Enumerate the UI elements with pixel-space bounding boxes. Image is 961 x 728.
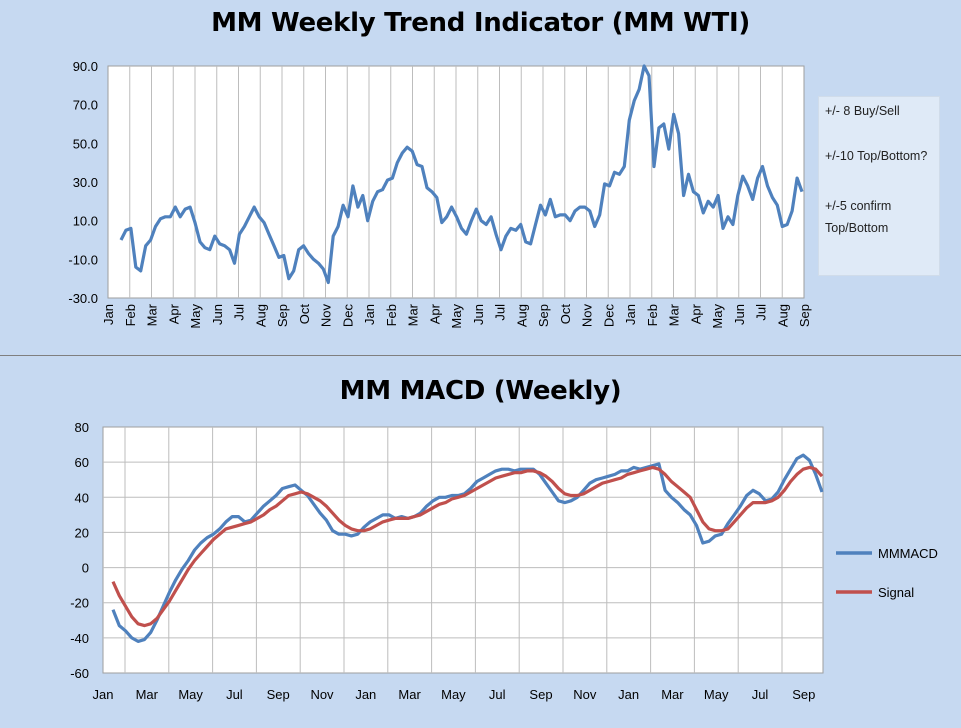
macd-y-tick-label: 20 [75,525,89,540]
legend-label-mmmacd: MMMACD [878,546,938,561]
macd-x-tick-label: Jul [226,687,243,702]
macd-y-tick-label: 0 [82,561,89,576]
wti-x-tick-label: Apr [427,303,442,324]
macd-x-tick-label: Sep [529,687,552,702]
wti-x-tick-label: Jul [754,304,769,321]
wti-x-tick-label: Dec [340,304,355,328]
wti-x-tick-label: Aug [775,304,790,327]
macd-y-tick-label: -60 [70,666,89,681]
macd-x-tick-label: May [441,687,466,702]
wti-y-tick-label: -30.0 [68,291,98,306]
macd-y-tick-label: 60 [75,455,89,470]
macd-x-tick-label: Mar [398,687,421,702]
wti-x-tick-label: Apr [166,303,181,324]
wti-x-tick-label: Aug [514,304,529,327]
macd-panel: MM MACD (Weekly) 80 60 40 20 0 -20 -40 -60 Jan Ma… [0,356,961,728]
wti-y-tick-label: 10.0 [73,214,98,229]
wti-series-line [119,64,804,285]
wti-x-tick-label: Feb [123,304,138,326]
macd-x-tick-label: Mar [661,687,684,702]
wti-x-tick-label: Oct [558,304,573,325]
macd-y-tick-label: -20 [70,596,89,611]
wti-x-tick-label: Mar [667,303,682,326]
macd-y-tick-label: 40 [75,490,89,505]
wti-x-tick-label: Nov [580,304,595,328]
macd-y-tick-label: 80 [75,420,89,435]
macd-x-tick-label: Sep [792,687,815,702]
macd-x-tick-label: May [704,687,729,702]
macd-x-tick-label: Sep [267,687,290,702]
macd-x-tick-label: Jan [618,687,639,702]
wti-x-tick-label: Dec [601,304,616,328]
macd-x-tick-label: Jan [93,687,114,702]
wti-panel: MM Weekly Trend Indicator (MM WTI) Jan Fe… [0,0,961,356]
macd-series-line-mmmacd [111,453,824,643]
wti-x-tick-label: Sep [536,304,551,327]
wti-x-tick-label: Aug [253,304,268,327]
macd-x-tick-label: Nov [573,687,597,702]
note-top-bottom: +/-10 Top/Bottom? [825,149,928,163]
macd-x-tick-label: Nov [310,687,334,702]
wti-x-tick-label: Feb [384,304,399,326]
note-confirm: +/-5 confirm Top/Bottom [825,199,892,235]
wti-x-tick-label: Sep [797,304,812,327]
wti-x-tick-label: Jun [210,304,225,325]
wti-x-tick-label: May [449,304,464,329]
wti-y-tick-label: -10.0 [68,252,98,267]
wti-x-tick-label: Mar [406,303,421,326]
wti-x-tick-label: Jun [471,304,486,325]
wti-x-tick-label: Jan [362,304,377,325]
macd-plot-area [102,426,824,674]
wti-x-tick-label: Sep [275,304,290,327]
macd-title: MM MACD (Weekly) [339,376,622,406]
wti-x-tick-label: Mar [145,303,160,326]
wti-y-tick-label: 50.0 [73,136,98,151]
wti-x-tick-label: Jan [101,304,116,325]
wti-y-tick-label: 90.0 [73,59,98,74]
wti-x-tick-label: Nov [319,304,334,328]
macd-x-tick-label: Jan [355,687,376,702]
legend-label-signal: Signal [878,585,914,600]
wti-notes-box: +/- 8 Buy/Sell +/-10 Top/Bottom? +/-5 co… [818,96,940,276]
macd-x-tick-label: Jul [752,687,769,702]
macd-x-tick-label: Jul [489,687,506,702]
wti-x-tick-label: May [710,304,725,329]
wti-x-tick-label: Feb [645,304,660,326]
wti-x-tick-label: Jan [623,304,638,325]
wti-x-tick-label: Jul [493,304,508,321]
wti-x-tick-label: Apr [688,303,703,324]
wti-x-tick-label: Oct [297,304,312,325]
wti-x-tick-label: Jun [732,304,747,325]
macd-series-line-signal [111,465,824,628]
wti-y-tick-label: 70.0 [73,98,98,113]
wti-x-tick-label: Jul [232,304,247,321]
macd-x-tick-label: May [178,687,203,702]
macd-chart: 80 60 40 20 0 -20 -40 -60 Jan Mar May Jul Sep Nov Jan M… [70,420,938,702]
wti-title: MM Weekly Trend Indicator (MM WTI) [211,8,750,38]
wti-x-tick-label: May [188,304,203,329]
note-buy-sell: +/- 8 Buy/Sell [825,104,900,118]
macd-y-tick-label: -40 [70,631,89,646]
macd-x-tick-label: Mar [136,687,159,702]
wti-chart: Jan Feb Mar Apr May Jun Jul Aug Sep Oct Nov Dec Jan F… [68,59,812,329]
wti-y-tick-label: 30.0 [73,175,98,190]
